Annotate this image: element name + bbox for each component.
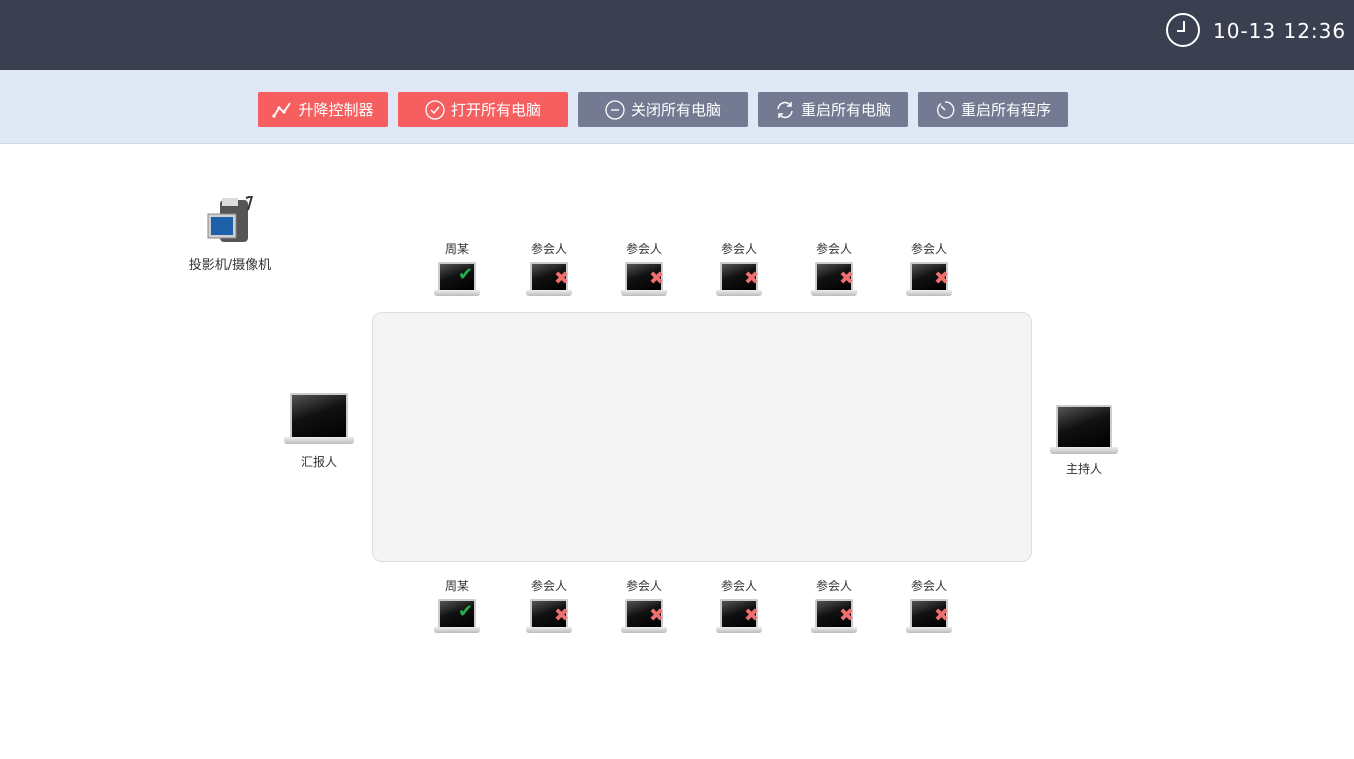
laptop-icon: ✖ <box>811 262 857 298</box>
projector-camera[interactable]: 投影机/摄像机 <box>180 196 280 273</box>
laptop-icon: ✖ <box>526 262 572 298</box>
seat-label: 参会人 <box>815 242 852 256</box>
laptop-icon: ✖ <box>621 262 667 298</box>
seat-label: 参会人 <box>530 579 567 593</box>
participant-seat[interactable]: 参会人 ✖ <box>509 577 589 635</box>
participant-seat[interactable]: 参会人 ✖ <box>699 577 779 635</box>
seat-label: 参会人 <box>625 579 662 593</box>
datetime: 10-13 12:36 <box>1213 19 1347 43</box>
laptop-icon: ✔ <box>434 599 480 635</box>
laptop-icon: ✖ <box>906 262 952 298</box>
minus-circle-icon <box>605 99 625 120</box>
power-on-all-button[interactable]: 打开所有电脑 <box>398 92 568 127</box>
participant-seat[interactable]: 参会人 ✖ <box>794 240 874 298</box>
offline-cross-icon: ✖ <box>649 268 665 289</box>
laptop-icon: ✔ <box>434 262 480 298</box>
laptop-icon: ✖ <box>811 599 857 635</box>
seat-label: 参会人 <box>720 579 757 593</box>
refresh-icon <box>777 101 793 118</box>
participant-seat[interactable]: 参会人 ✖ <box>604 240 684 298</box>
reporter-seat[interactable]: 汇报人 <box>279 393 359 470</box>
restart-programs-button[interactable]: 重启所有程序 <box>918 92 1068 127</box>
seat-label: 周某 <box>444 242 469 256</box>
online-check-icon: ✔ <box>458 601 474 622</box>
participant-seat[interactable]: 周某 ✔ <box>417 577 497 635</box>
line-chart-icon <box>272 102 292 118</box>
participant-seat[interactable]: 参会人 ✖ <box>794 577 874 635</box>
header-bar: 10-13 12:36 <box>0 0 1354 70</box>
seat-label: 参会人 <box>815 579 852 593</box>
offline-cross-icon: ✖ <box>554 268 570 289</box>
participant-seat[interactable]: 参会人 ✖ <box>889 240 969 298</box>
online-check-icon: ✔ <box>458 264 474 285</box>
participant-seat[interactable]: 参会人 ✖ <box>889 577 969 635</box>
check-circle-icon <box>425 99 445 120</box>
participant-seat[interactable]: 周某 ✔ <box>417 240 497 298</box>
offline-cross-icon: ✖ <box>554 605 570 626</box>
offline-cross-icon: ✖ <box>744 605 760 626</box>
conference-table <box>372 312 1032 562</box>
laptop-icon: ✖ <box>716 599 762 635</box>
lift-controller-button[interactable]: 升降控制器 <box>258 92 388 127</box>
projector-camera-icon <box>207 196 254 242</box>
laptop-icon: ✖ <box>526 599 572 635</box>
participant-seat[interactable]: 参会人 ✖ <box>699 240 779 298</box>
participant-seat[interactable]: 参会人 ✖ <box>604 577 684 635</box>
offline-cross-icon: ✖ <box>839 268 855 289</box>
host-seat[interactable]: 主持人 <box>1044 405 1124 477</box>
shutdown-all-button[interactable]: 关闭所有电脑 <box>578 92 748 127</box>
seat-label: 参会人 <box>530 242 567 256</box>
seat-label: 参会人 <box>625 242 662 256</box>
offline-cross-icon: ✖ <box>649 605 665 626</box>
seat-label: 周某 <box>444 579 469 593</box>
participant-seat[interactable]: 参会人 ✖ <box>509 240 589 298</box>
laptop-icon: ✖ <box>716 262 762 298</box>
laptop-icon: ✖ <box>621 599 667 635</box>
seat-label: 参会人 <box>910 242 947 256</box>
seat-label: 参会人 <box>910 579 947 593</box>
offline-cross-icon: ✖ <box>934 268 950 289</box>
offline-cross-icon: ✖ <box>744 268 760 289</box>
offline-cross-icon: ✖ <box>839 605 855 626</box>
restart-all-button[interactable]: 重启所有电脑 <box>758 92 908 127</box>
toolbar: 升降控制器 打开所有电脑 关闭所有电脑 重启所有电脑 重启所有程序 <box>0 70 1354 144</box>
timer-icon <box>937 100 955 119</box>
laptop-icon <box>1050 405 1118 455</box>
laptop-icon <box>284 393 354 445</box>
clock-icon <box>1166 13 1200 47</box>
offline-cross-icon: ✖ <box>934 605 950 626</box>
laptop-icon: ✖ <box>906 599 952 635</box>
seat-label: 参会人 <box>720 242 757 256</box>
